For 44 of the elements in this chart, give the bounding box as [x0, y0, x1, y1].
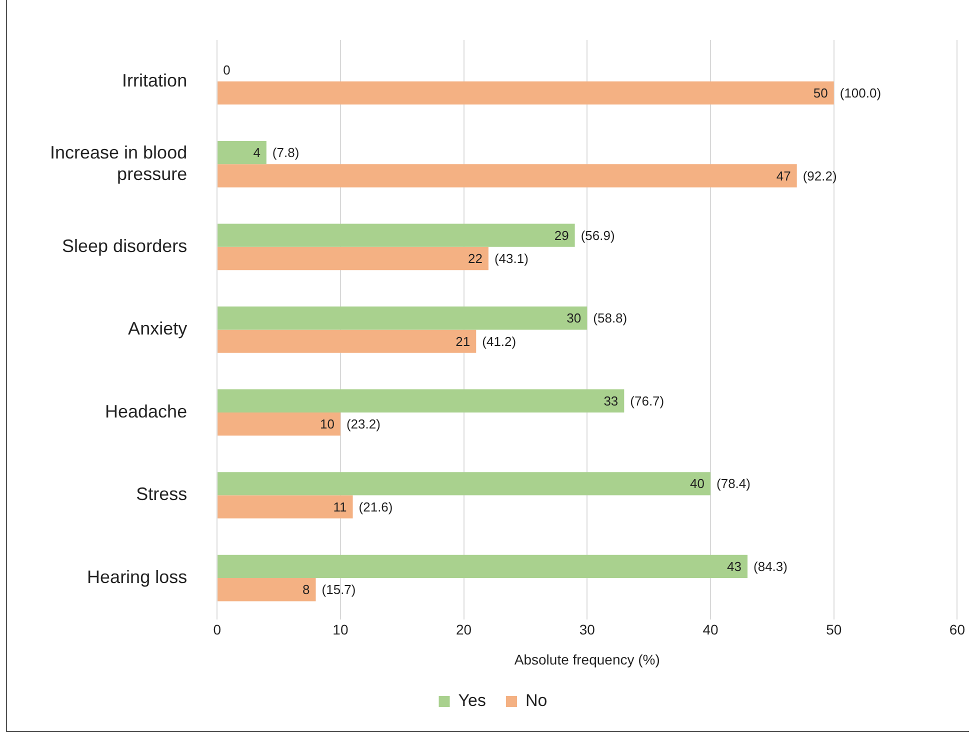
bar [218, 389, 624, 412]
y-tick-label: Irritation [122, 70, 188, 90]
bar [218, 472, 711, 496]
data-label: 43 (84.3) [727, 559, 788, 574]
bar [218, 246, 488, 270]
data-label: 10 (23.2) [320, 416, 380, 432]
y-tick-label: Headache [105, 401, 188, 422]
x-tick-label: 20 [456, 622, 472, 638]
bar [218, 306, 588, 330]
legend-label: No [526, 691, 548, 710]
x-tick-label: 50 [826, 622, 842, 638]
x-axis-title: Absolute frequency (%) [514, 651, 660, 668]
x-tick-label: 0 [213, 622, 222, 638]
data-label: 8 (15.7) [302, 582, 356, 598]
bar [218, 164, 797, 188]
bar [218, 554, 748, 578]
bar [218, 81, 834, 105]
bar [218, 495, 353, 518]
legend-label: Yes [458, 691, 486, 710]
data-label: 21 (41.2) [456, 334, 516, 349]
data-label: 30 (58.8) [566, 310, 628, 326]
y-tick-label: Increase in blood pressure [50, 142, 188, 184]
data-label: 22 (43.1) [468, 251, 528, 266]
y-tick-label: Stress [136, 484, 188, 504]
data-label: 50 (100.0) [813, 86, 882, 101]
y-tick-label: Sleep disorders [62, 236, 188, 256]
x-tick-label: 40 [702, 622, 719, 638]
x-tick-label: 30 [579, 622, 596, 638]
bar [218, 330, 476, 353]
data-label: 11 (21.6) [333, 499, 393, 514]
bar [218, 578, 316, 602]
data-label: 47 (92.2) [776, 168, 837, 184]
x-tick-label: 10 [332, 622, 348, 638]
data-label: 40 (78.4) [690, 476, 750, 492]
data-label: 33 (76.7) [604, 393, 664, 408]
y-tick-label: Anxiety [128, 318, 188, 339]
data-label: 29 (56.9) [554, 228, 615, 243]
data-label: 4 (7.8) [253, 145, 300, 160]
bar [218, 140, 266, 164]
bar [218, 412, 340, 436]
bar [218, 224, 575, 247]
data-label: 0 [223, 62, 230, 78]
x-tick-label: 60 [949, 622, 966, 638]
y-tick-label: Hearing loss [87, 566, 188, 587]
